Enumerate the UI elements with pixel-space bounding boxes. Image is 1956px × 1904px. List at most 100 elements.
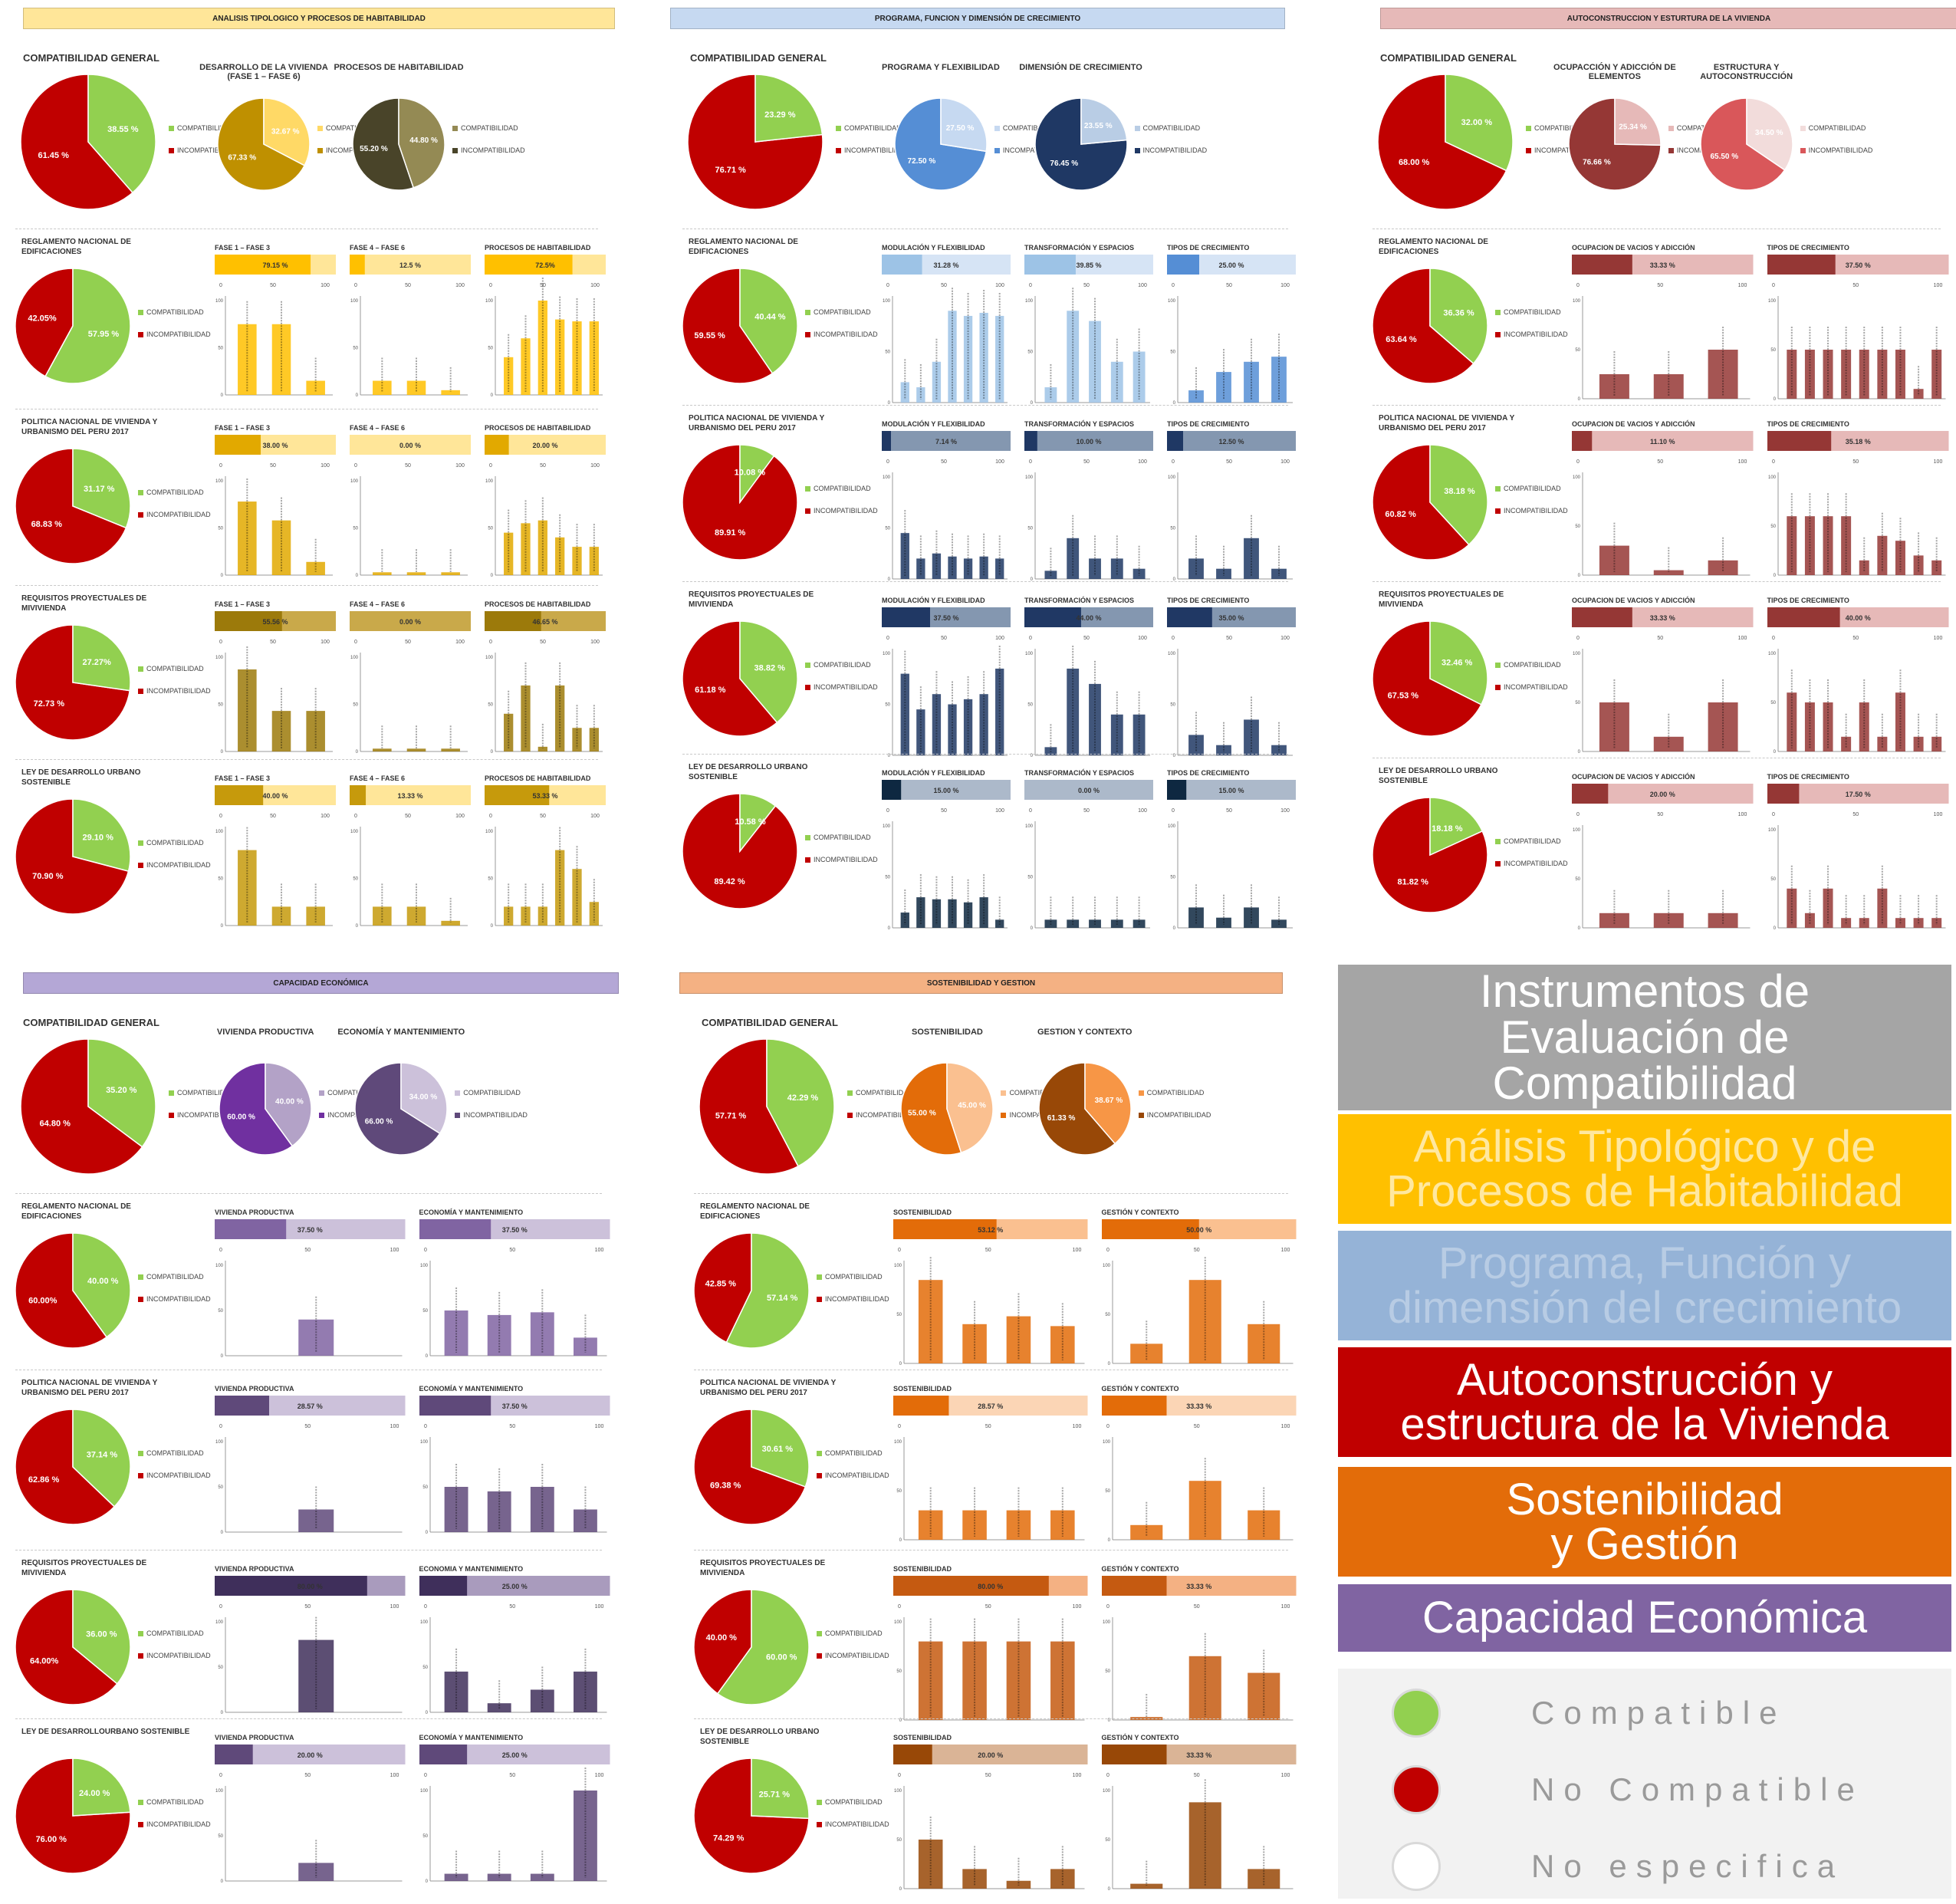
bar xyxy=(1044,919,1057,928)
y-tick: 0 xyxy=(888,754,891,758)
scale-tick: 50 xyxy=(540,640,546,645)
pie-label-incompat: 68.83 % xyxy=(31,520,63,529)
legend-item-economica: Capacidad Económica xyxy=(1338,1584,1951,1652)
progress-label: 12.50 % xyxy=(1218,438,1244,446)
block-title: OCUPACION DE VACIOS Y ADICCIÓN xyxy=(1572,773,1695,781)
bar xyxy=(918,1280,943,1363)
progress-label: 33.33 % xyxy=(1186,1403,1211,1410)
bar xyxy=(1216,372,1231,403)
pie-slice-compat xyxy=(1745,97,1793,171)
row-pie: 36.00 % 64.00% xyxy=(15,1589,131,1705)
bar xyxy=(306,906,325,926)
pie-slice-compat xyxy=(265,1062,312,1147)
pie-label-compat: 35.20 % xyxy=(106,1086,137,1095)
scale-tick: 100 xyxy=(1280,459,1290,465)
bar xyxy=(1653,374,1684,399)
progress-label: 80.00 % xyxy=(978,1583,1003,1590)
legend-swatch xyxy=(138,511,143,518)
scale-tick: 0 xyxy=(489,814,492,819)
scale-tick: 50 xyxy=(540,814,546,819)
scale-tick: 50 xyxy=(405,814,411,819)
y-tick: 0 xyxy=(221,574,224,578)
legend-compat: COMPATIBILIDAD xyxy=(1526,124,1592,132)
progress-track xyxy=(350,435,471,455)
legend-incompat: INCOMPATIBILIDAD xyxy=(138,1652,211,1659)
pie-slice-compat xyxy=(400,1062,448,1135)
legend-text: COMPATIBILIDAD xyxy=(461,124,518,132)
legend-text: INCOMPATIBILIDAD xyxy=(1142,146,1208,154)
bar xyxy=(948,556,957,579)
block-chart: 33.33 % 0 50 100 100 50 0 xyxy=(1572,607,1754,755)
bar xyxy=(1110,919,1123,928)
progress-track xyxy=(1024,431,1153,451)
row-pie: 27.27% 72.73 % xyxy=(15,624,131,741)
legend-incompat: INCOMPATIBILIDAD xyxy=(455,1111,528,1119)
legend-swatch xyxy=(452,125,458,131)
pie-label-incompat: 64.80 % xyxy=(40,1120,71,1129)
legend-swatch xyxy=(452,147,458,153)
pie-slice-incompat xyxy=(693,1409,807,1525)
bar xyxy=(521,906,531,926)
legend-compat: COMPATIBILIDAD xyxy=(138,1449,204,1457)
progress-label: 53.12 % xyxy=(978,1226,1003,1234)
bar xyxy=(298,1863,334,1881)
y-tick: 50 xyxy=(218,1666,223,1670)
block-chart: 46.65 % 0 50 100 100 50 0 xyxy=(485,611,606,755)
bar xyxy=(1708,560,1738,575)
block-title: OCUPACION DE VACIOS Y ADICCIÓN xyxy=(1572,244,1695,252)
scale-tick: 0 xyxy=(219,1604,222,1610)
legend-incompat: INCOMPATIBILIDAD xyxy=(805,683,878,691)
scale-tick: 100 xyxy=(1738,459,1747,465)
progress-fill xyxy=(882,255,922,275)
scale-tick: 100 xyxy=(1933,283,1942,288)
row-title: REQUISITOS PROYECTUALES DE MIVIVIENDA xyxy=(21,594,147,613)
legend-swatch xyxy=(1134,125,1140,131)
bar xyxy=(444,1671,468,1712)
block-chart: 12.50 % 0 50 100 100 50 0 xyxy=(1167,431,1296,582)
y-tick: 100 xyxy=(894,1789,902,1794)
progress-label: 11.10 % xyxy=(1650,438,1675,446)
scale-tick: 50 xyxy=(985,1424,991,1429)
progress-label: 20.00 % xyxy=(298,1751,323,1759)
general-pie: 42.29 % 57.71 % xyxy=(699,1038,835,1175)
progress-track xyxy=(350,255,471,275)
y-tick: 0 xyxy=(221,1531,224,1535)
legend-text: COMPATIBILIDAD xyxy=(177,1089,235,1097)
pie-slice-incompat xyxy=(699,1038,799,1175)
block-chart: 37.50 % 0 50 100 100 50 0 xyxy=(1767,255,1948,402)
legend-incompat: INCOMPATIBILIDAD xyxy=(138,1820,211,1828)
block-title: PROCESOS DE HABITABILIDAD xyxy=(485,774,591,782)
sub-title: PROGRAMA Y FLEXIBILIDAD xyxy=(881,63,1000,72)
bar xyxy=(900,533,909,579)
pie-label-incompat: 62.86 % xyxy=(28,1475,60,1485)
y-tick: 50 xyxy=(1027,703,1033,708)
legend-swatch xyxy=(805,834,810,840)
row-title: POLITICA NACIONAL DE VIVIENDA Y URBANISM… xyxy=(1379,414,1515,432)
scale-tick: 50 xyxy=(509,1248,515,1253)
sub-title: SOSTENIBILIDAD xyxy=(911,1028,983,1037)
general-title: COMPATIBILIDAD GENERAL xyxy=(23,1017,159,1028)
bar xyxy=(555,537,565,575)
progress-label: 28.57 % xyxy=(298,1403,323,1410)
y-tick: 50 xyxy=(896,1669,902,1674)
bar xyxy=(444,1873,468,1881)
legend-text: INCOMPATIBILIDAD xyxy=(146,1472,211,1479)
legend-swatch xyxy=(1526,125,1531,131)
scale-tick: 50 xyxy=(1083,283,1090,288)
pie-label-compat: 34.00 % xyxy=(409,1093,438,1102)
legend-text: INCOMPATIBILIDAD xyxy=(177,1111,242,1119)
pie-label-compat: 27.50 % xyxy=(946,124,975,133)
scale-tick: 50 xyxy=(509,1424,515,1429)
legend-key-label: No Compatible xyxy=(1531,1771,1864,1807)
bar xyxy=(530,1487,554,1532)
scale-tick: 0 xyxy=(886,459,889,465)
legend-swatch xyxy=(994,125,1000,131)
bar xyxy=(1044,571,1057,579)
progress-label: 31.28 % xyxy=(933,261,958,269)
pie-slice-compat xyxy=(751,1409,810,1488)
scale-tick: 0 xyxy=(898,1248,901,1253)
block-chart: 39.85 % 0 50 100 100 50 0 xyxy=(1024,255,1153,406)
pie-slice-compat xyxy=(1080,97,1128,145)
scale-tick: 100 xyxy=(590,463,600,469)
scale-tick: 0 xyxy=(1772,283,1775,288)
